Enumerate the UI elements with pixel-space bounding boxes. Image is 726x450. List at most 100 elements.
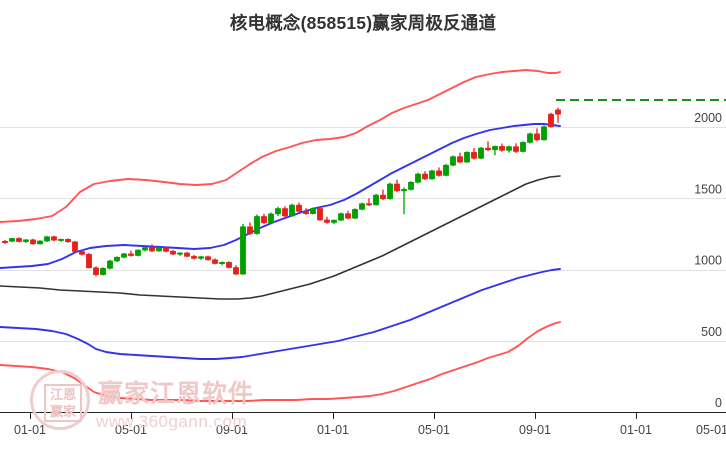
y-axis-tick-label: 2000 [694, 111, 722, 125]
candlestick [485, 141, 491, 152]
candlestick [317, 206, 323, 222]
candlestick [261, 213, 267, 225]
candlestick [282, 206, 288, 218]
candlestick [520, 141, 526, 153]
candlestick [212, 258, 218, 265]
channel-bands-group [0, 69, 561, 402]
y-axis-labels: 0 500 1000 1500 2000 [694, 111, 722, 410]
upper-blue-channel [0, 123, 561, 269]
candlestick [2, 239, 8, 244]
candlestick [16, 237, 22, 243]
candlestick [128, 250, 134, 257]
candlestick [541, 125, 547, 141]
candlestick [352, 208, 358, 220]
candlestick [359, 202, 365, 211]
lower-blue-channel [0, 268, 561, 360]
x-axis-tick-label: 05-01 [418, 423, 450, 437]
x-axis-tick-label: 05-01 [115, 423, 147, 437]
candlestick [499, 143, 505, 152]
candlestick [184, 251, 190, 258]
candlestick [219, 261, 225, 266]
candlestick [408, 181, 414, 191]
candlestick [163, 246, 169, 253]
candlestick [310, 207, 316, 215]
candlestick [156, 246, 162, 252]
candlestick [394, 179, 400, 193]
x-axis-tick-label: 09-01 [216, 423, 248, 437]
x-axis-tick-label: 09-01 [519, 423, 551, 437]
candlestick [338, 212, 344, 222]
candlestick [506, 145, 512, 153]
candlestick-series[interactable] [2, 107, 561, 277]
candlestick [268, 212, 274, 224]
candlestick [142, 246, 148, 252]
candlestick [534, 128, 540, 142]
candlestick [331, 219, 337, 225]
candlestick [373, 193, 379, 206]
candlestick [478, 146, 484, 160]
candlestick [226, 261, 232, 269]
candlestick [527, 132, 533, 144]
candlestick [324, 216, 330, 224]
candlestick [555, 107, 561, 123]
candlestick [450, 155, 456, 167]
x-axis-tick-label: 01-01 [14, 423, 46, 437]
candlestick [443, 164, 449, 177]
candlestick [387, 182, 393, 200]
candlestick [422, 171, 428, 181]
candlestick [58, 238, 64, 242]
candlestick [289, 203, 295, 217]
candlestick [86, 252, 92, 269]
x-axis-tick-label: 01-01 [620, 423, 652, 437]
candlestick [198, 255, 204, 260]
candlestick [303, 208, 309, 215]
candlestick [233, 265, 239, 276]
candlestick [114, 256, 120, 263]
candlestick [415, 172, 421, 184]
page-title: 核电概念(858515)赢家周极反通道 [229, 13, 497, 33]
candlestick [93, 266, 99, 277]
candlestick [254, 214, 260, 235]
candlestick [492, 145, 498, 156]
candlestick [79, 250, 85, 256]
candlestick [23, 239, 29, 243]
y-axis-tick-label: 1500 [694, 182, 722, 196]
y-axis-tick-label: 0 [715, 396, 722, 410]
candlestick [464, 151, 470, 163]
candlestick [44, 235, 50, 243]
candlestick [9, 237, 15, 243]
candlestick [429, 169, 435, 180]
candlestick [72, 241, 78, 253]
candlestick [205, 255, 211, 261]
candlestick [177, 252, 183, 256]
candlestick [121, 252, 127, 259]
x-axis [0, 411, 726, 419]
candlestick [366, 198, 372, 206]
candlestick [51, 235, 57, 242]
candlestick [30, 238, 36, 245]
candlestick [37, 240, 43, 245]
candlestick [457, 152, 463, 164]
candlestick [191, 254, 197, 260]
candlestick [471, 148, 477, 160]
candlestick [436, 167, 442, 177]
y-axis-tick-label: 500 [701, 325, 722, 339]
candlestick [100, 267, 106, 276]
candlestick [380, 189, 386, 201]
candlestick [345, 210, 351, 220]
x-axis-labels: 01-01 05-01 09-01 01-01 05-01 09-01 01-01 05-01 [14, 423, 726, 437]
candlestick [107, 259, 113, 270]
candlestick [548, 112, 554, 128]
candlestick [513, 143, 519, 153]
x-axis-tick-label: 05-01 [696, 423, 726, 437]
candlestick [247, 222, 253, 236]
upper-red-channel [0, 69, 561, 223]
candlestick [149, 244, 155, 253]
lower-red-channel [0, 321, 561, 402]
candlestick [240, 223, 246, 275]
candlestick [296, 202, 302, 213]
y-axis-tick-label: 1000 [694, 254, 722, 268]
candlestick [65, 238, 71, 243]
